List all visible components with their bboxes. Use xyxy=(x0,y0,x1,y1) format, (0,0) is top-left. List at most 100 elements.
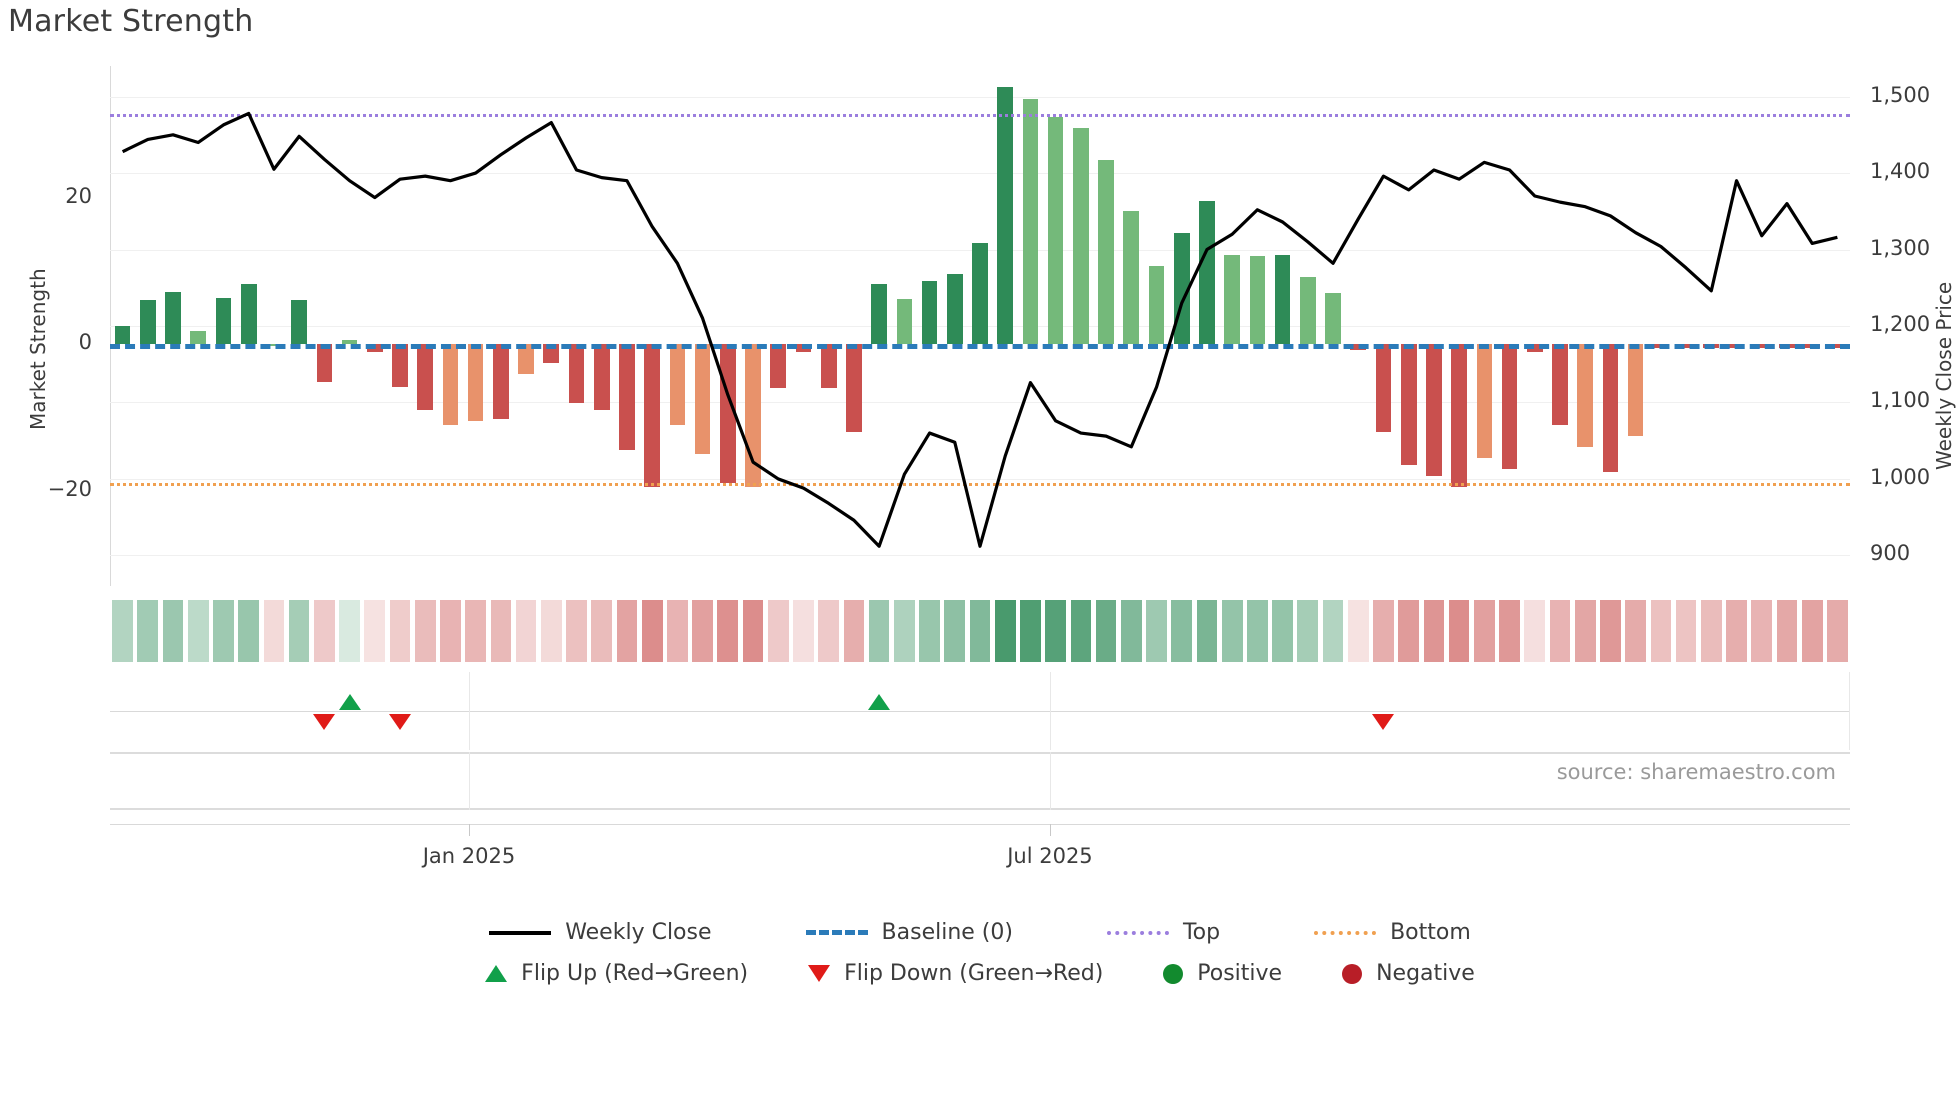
legend-label: Positive xyxy=(1197,961,1283,986)
heat-cell xyxy=(213,600,234,662)
heat-cell xyxy=(1675,600,1697,662)
vertical-gridline xyxy=(468,752,470,810)
bar xyxy=(1627,344,1644,436)
bar xyxy=(165,291,181,345)
bar xyxy=(493,344,509,419)
heat-cell xyxy=(818,600,840,662)
heat-cell xyxy=(1448,600,1470,662)
legend-item[interactable]: Flip Up (Red→Green) xyxy=(485,961,748,986)
bar xyxy=(921,281,938,345)
bar xyxy=(972,243,988,345)
x-tick-mark xyxy=(1049,824,1051,836)
x-axis-line xyxy=(110,824,1850,825)
gridline xyxy=(110,96,1850,98)
legend-item[interactable]: Positive xyxy=(1163,961,1282,986)
page-title: Market Strength xyxy=(8,4,254,39)
y-tick-left: 20 xyxy=(65,183,92,208)
heat-cell xyxy=(1020,600,1041,662)
bar xyxy=(392,344,408,387)
heat-cell xyxy=(919,600,940,662)
legend-item[interactable]: Negative xyxy=(1342,961,1475,986)
flip-down-marker xyxy=(1372,714,1395,730)
heat-cell xyxy=(566,600,587,662)
heat-cell xyxy=(1070,600,1092,662)
heat-cell xyxy=(389,600,411,662)
heat-cell xyxy=(1574,600,1596,662)
dashed-line-swatch-icon xyxy=(805,930,868,935)
heat-cell xyxy=(440,600,461,662)
dotted-line-swatch-icon xyxy=(1106,930,1169,935)
dotted-line-swatch-icon xyxy=(1314,930,1377,935)
flip-up-marker xyxy=(338,694,361,710)
heat-cell xyxy=(793,600,814,662)
strength-heat-strip xyxy=(110,600,1850,662)
lower-band: source: sharemaestro.com xyxy=(110,752,1850,838)
bar xyxy=(467,344,484,422)
bar xyxy=(846,344,862,433)
heat-cell xyxy=(1045,600,1066,662)
source-attribution: source: sharemaestro.com xyxy=(1556,760,1836,784)
heat-cell xyxy=(1347,600,1369,662)
legend-item[interactable]: Top xyxy=(1106,920,1220,945)
line-swatch-icon xyxy=(489,930,552,935)
legend-label: Flip Up (Red→Green) xyxy=(521,961,749,986)
bar xyxy=(871,283,887,345)
heat-cell xyxy=(1474,600,1495,662)
heat-cell xyxy=(1499,600,1520,662)
legend-label: Baseline (0) xyxy=(881,920,1013,945)
y-tick-right: 1,100 xyxy=(1870,388,1931,413)
bar xyxy=(316,344,333,383)
bar xyxy=(593,344,610,411)
bar xyxy=(1501,344,1518,469)
heat-cell xyxy=(112,600,133,662)
heat-cell xyxy=(1625,600,1646,662)
heat-cell xyxy=(414,600,436,662)
heat-cell xyxy=(1423,600,1445,662)
flip-marker-band xyxy=(110,672,1850,750)
bar xyxy=(669,344,686,425)
bar xyxy=(1274,254,1291,345)
heat-cell xyxy=(843,600,865,662)
bar xyxy=(341,339,358,345)
bar xyxy=(518,344,534,374)
legend-item[interactable]: Baseline (0) xyxy=(805,920,1013,945)
heat-cell xyxy=(969,600,991,662)
heat-cell xyxy=(1297,600,1319,662)
heat-cell xyxy=(1600,600,1621,662)
bar xyxy=(1400,344,1417,466)
bar xyxy=(1224,254,1240,345)
heat-cell xyxy=(288,600,310,662)
triangle-down-icon xyxy=(808,965,831,982)
bar xyxy=(1451,344,1467,488)
y-tick-right: 1,300 xyxy=(1870,235,1931,260)
y-tick-right: 900 xyxy=(1870,541,1911,566)
legend-item[interactable]: Flip Down (Green→Red) xyxy=(808,961,1103,986)
bar xyxy=(1022,98,1039,345)
flip-baseline xyxy=(110,711,1850,712)
circle-marker-icon xyxy=(1163,963,1184,984)
bar xyxy=(644,344,660,488)
legend-label: Flip Down (Green→Red) xyxy=(844,961,1104,986)
bar xyxy=(568,344,585,403)
bar xyxy=(1073,128,1089,345)
bar xyxy=(114,326,131,345)
bar xyxy=(1249,255,1266,345)
y-tick-left: 0 xyxy=(78,330,92,355)
bar xyxy=(1047,117,1064,345)
heat-cell xyxy=(868,600,890,662)
heat-cell xyxy=(1650,600,1672,662)
heat-cell xyxy=(1524,600,1546,662)
x-tick-label: Jan 2025 xyxy=(422,844,516,868)
legend-item[interactable]: Bottom xyxy=(1314,920,1471,945)
heat-cell xyxy=(692,600,713,662)
heat-cell xyxy=(490,600,512,662)
heat-cell xyxy=(1146,600,1167,662)
flip-up-marker xyxy=(868,694,891,710)
x-tick-mark xyxy=(468,824,470,836)
legend-item[interactable]: Weekly Close xyxy=(489,920,712,945)
heat-cell xyxy=(1373,600,1394,662)
gridline xyxy=(110,478,1850,480)
heat-cell xyxy=(339,600,360,662)
bar xyxy=(442,344,459,425)
heat-cell xyxy=(1221,600,1243,662)
